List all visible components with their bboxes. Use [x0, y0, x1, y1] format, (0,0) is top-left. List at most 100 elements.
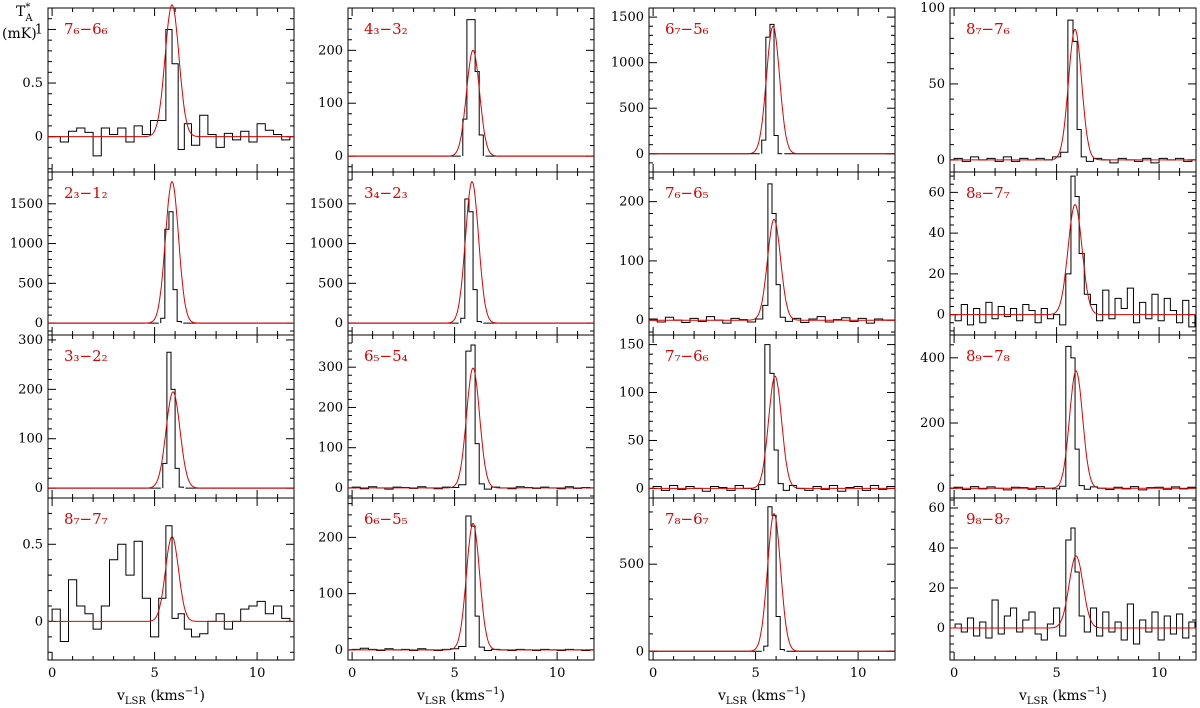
y-tick-label: 200	[18, 382, 43, 397]
observed-spectrum	[351, 344, 591, 490]
observed-spectrum	[763, 506, 785, 652]
observed-spectrum	[954, 175, 1196, 328]
observed-spectrum	[162, 351, 184, 489]
panel-label: 6₇−5₆	[665, 20, 709, 38]
observed-spectrum	[462, 19, 484, 157]
spectrum-panel: 0 500 1000 1500 2₃−1₂	[10, 171, 295, 336]
y-tick-label: 50	[627, 433, 644, 448]
panel-label: 7₆−6₆	[64, 20, 108, 38]
x-tick-label: 0	[48, 666, 56, 681]
gaussian-fit	[48, 391, 294, 489]
gaussian-fit	[348, 367, 594, 489]
spectrum-panel: 0 100 200 300 3₃−2₂	[18, 333, 295, 499]
panel-label: 8₇−7₆	[966, 20, 1010, 38]
observed-spectrum	[761, 23, 783, 155]
observed-spectrum	[51, 525, 291, 642]
gaussian-fit	[950, 29, 1196, 161]
y-tick-label: 100	[619, 386, 644, 401]
spectrum-panel: 0 100 200 4₃−3₂	[318, 7, 595, 173]
panel-label: 9₈−8₇	[966, 510, 1010, 528]
y-axis-unit: (mK)	[2, 26, 37, 42]
y-tick-label: 0.5	[22, 537, 43, 552]
observed-spectrum	[953, 19, 1193, 164]
y-tick-label: 200	[318, 530, 343, 545]
y-tick-label: 200	[318, 43, 343, 58]
y-tick-label: 200	[318, 400, 343, 415]
gaussian-fit	[48, 4, 294, 138]
gaussian-fit	[950, 555, 1196, 629]
observed-spectrum	[351, 515, 591, 651]
gaussian-fit	[348, 180, 594, 324]
y-tick-label: 0	[937, 153, 945, 168]
x-tick-label: 0	[348, 666, 356, 681]
x-tick-label: 5	[1052, 666, 1060, 681]
gaussian-fit	[649, 513, 895, 652]
y-tick-label: 200	[619, 195, 644, 210]
spectrum-panel: 0 50 100 8₇−7₆	[920, 1, 1197, 173]
x-axis-title: vLSR (kms−1)	[116, 686, 205, 707]
y-title-sup: *	[25, 2, 30, 13]
gaussian-fit	[649, 219, 895, 321]
x-tick-label: 5	[450, 666, 458, 681]
panel-label: 8₇−7₇	[64, 510, 108, 528]
observed-spectrum	[59, 28, 291, 157]
y-tick-label: 150	[619, 338, 644, 353]
panel-label: 3₃−2₂	[64, 347, 108, 365]
panel-frame	[648, 497, 896, 661]
y-tick-label: 0	[937, 481, 945, 496]
y-tick-label: 0	[35, 481, 43, 496]
y-tick-label: 0	[335, 643, 343, 658]
panel-label: 7₇−6₆	[665, 347, 709, 365]
y-tick-label: 40	[928, 541, 945, 556]
panel-label: 2₃−1₂	[64, 184, 108, 202]
x-tick-label: 10	[1151, 666, 1168, 681]
y-tick-label: 0	[35, 130, 43, 145]
y-tick-label: 100	[318, 96, 343, 111]
panel-label: 7₈−6₇	[665, 510, 709, 528]
observed-spectrum	[652, 344, 896, 492]
gaussian-fit	[950, 370, 1196, 489]
spectrum-panel: 0 0.5 1 7₆−6₆	[22, 4, 295, 173]
x-tick-label: 10	[549, 666, 566, 681]
y-tick-label: 300	[18, 333, 43, 348]
panel-label: 3₄−2₃	[364, 184, 408, 202]
y-tick-label: 100	[318, 441, 343, 456]
y-tick-label: 0.5	[22, 76, 43, 91]
spectrum-panel: 0 50 100 150 7₇−6₆	[619, 334, 896, 499]
gaussian-fit	[649, 25, 895, 155]
panel-label: 6₅−5₄	[364, 347, 408, 365]
y-tick-label: 100	[619, 254, 644, 269]
x-tick-label: 0	[649, 666, 657, 681]
spectrum-panel: 0 100 200 300 6₅−5₄	[318, 334, 595, 499]
y-tick-label: 1000	[10, 237, 43, 252]
panel-frame	[47, 497, 295, 661]
y-tick-label: 500	[18, 276, 43, 291]
observed-spectrum	[953, 345, 1197, 491]
observed-spectrum	[160, 211, 182, 324]
y-tick-label: 0	[35, 614, 43, 629]
y-tick-label: 400	[920, 351, 945, 366]
y-tick-label: 1500	[310, 197, 343, 212]
panel-label: 4₃−3₂	[364, 20, 408, 38]
y-tick-label: 0	[636, 644, 644, 659]
y-tick-label: 0	[335, 481, 343, 496]
y-tick-label: 1000	[611, 56, 644, 71]
spectrum-panel: 0 5 10 0 0.5 8₇−7₇	[22, 497, 295, 681]
x-axis-title: vLSR (kms−1)	[1018, 686, 1107, 707]
panel-frame	[347, 497, 595, 661]
panel-grid: 00.51 7₆−6₆01002004₃−3₂0500100015006₇−5₆0…	[10, 1, 1197, 681]
y-tick-label: 0	[636, 481, 644, 496]
y-tick-label: 0	[35, 316, 43, 331]
gaussian-fit	[48, 536, 294, 622]
spectrum-panel: 0 100 200 7₆−6₅	[619, 171, 896, 336]
gaussian-fit	[348, 50, 594, 157]
y-tick-label: 300	[318, 360, 343, 375]
y-tick-label: 100	[920, 1, 945, 16]
gaussian-fit	[348, 523, 594, 651]
y-title-sub: A	[24, 13, 33, 24]
y-tick-label: 1500	[611, 10, 644, 25]
y-tick-label: 500	[619, 101, 644, 116]
y-tick-label: 1500	[10, 197, 43, 212]
